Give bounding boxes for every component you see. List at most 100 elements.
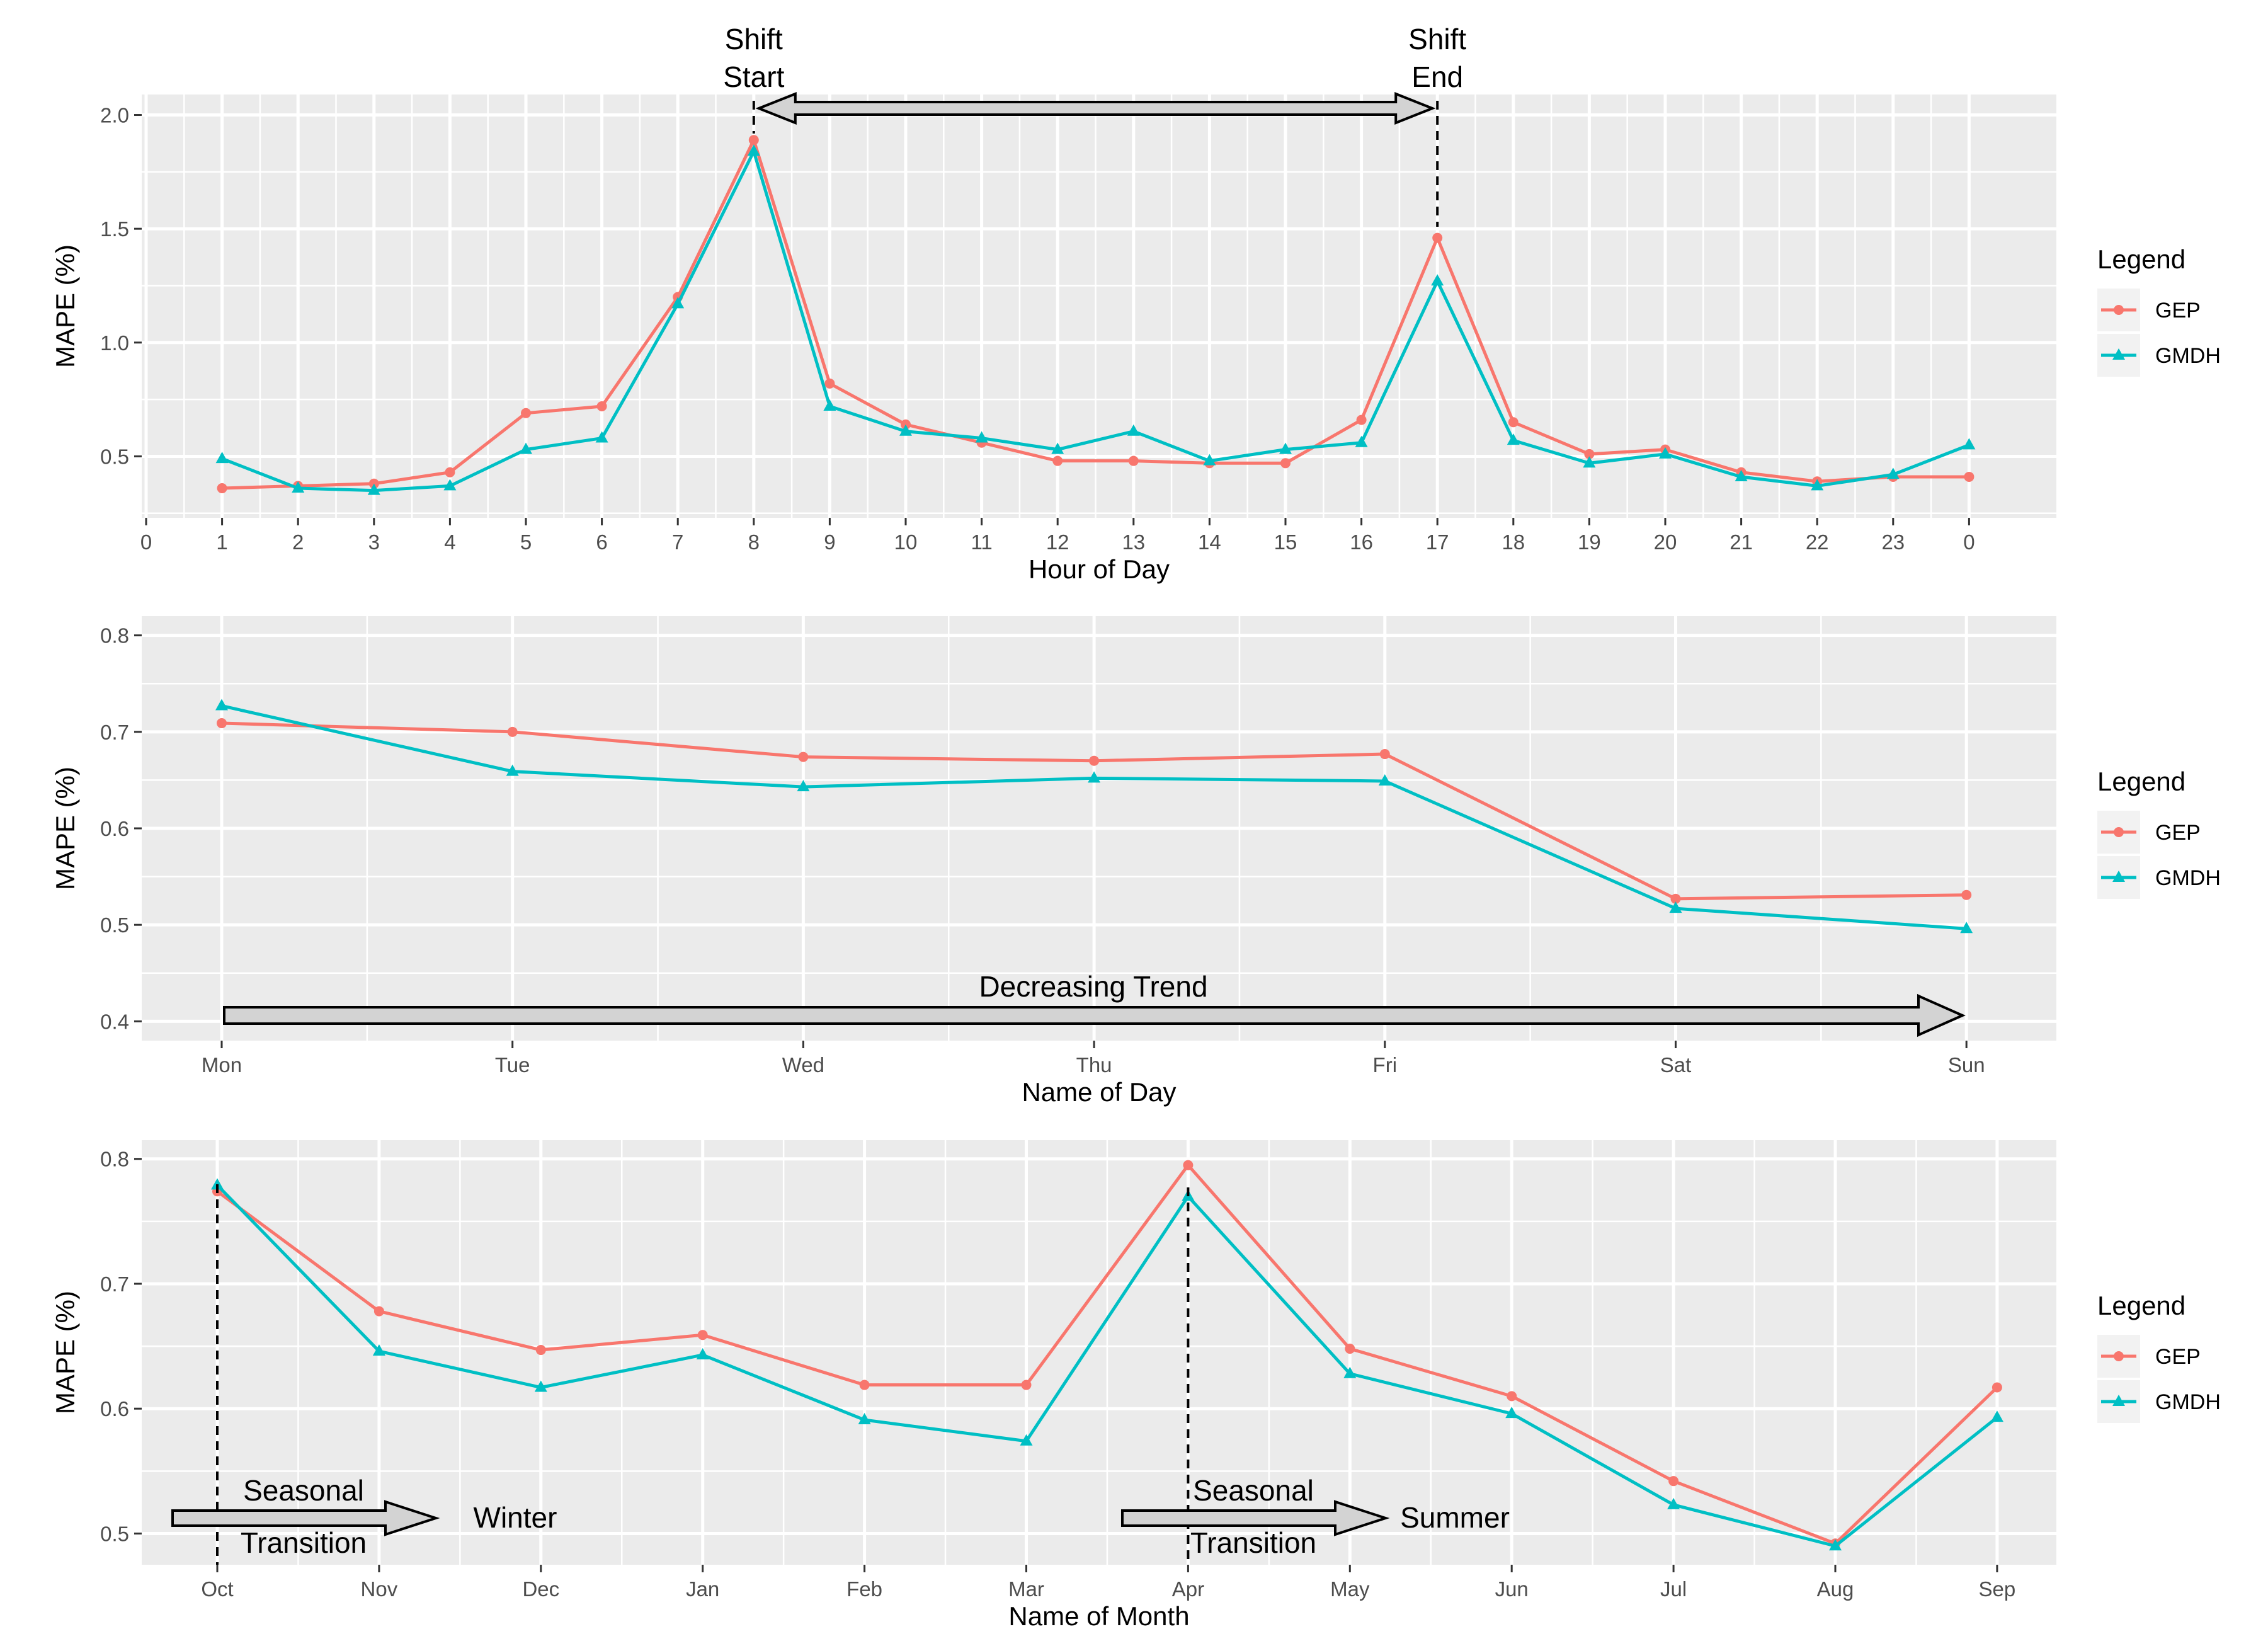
data-point [507, 726, 518, 737]
x-tick-label: 22 [1806, 530, 1829, 554]
x-tick-label: 2 [292, 530, 304, 554]
annotation-seasonal-2: Seasonal [1193, 1474, 1314, 1507]
x-tick-label: Sep [1979, 1577, 2016, 1601]
data-point [292, 481, 305, 493]
x-tick-label: Sun [1948, 1053, 1985, 1077]
data-point [506, 764, 519, 776]
series-gmdh [211, 1178, 2003, 1551]
series-gep [212, 1160, 2002, 1549]
chart-panel-3: 0.5 0.6 0.7 0.8 Oct Nov Dec Jan Feb Mar Apr May Jun J… [50, 1140, 2221, 1631]
x-tick-label: 9 [824, 530, 835, 554]
legend: Legend GEP GMDH [2097, 1291, 2221, 1423]
x-tick-label: Aug [1817, 1577, 1854, 1601]
annotation-transition-1: Transition [241, 1526, 367, 1559]
legend: Legend GEP GMDH [2097, 244, 2221, 377]
data-point [1990, 1410, 2003, 1422]
x-tick-label: 1 [216, 530, 227, 554]
data-point [797, 780, 810, 792]
data-point [697, 1330, 708, 1340]
x-tick-label: 15 [1274, 530, 1297, 554]
plot-panel [142, 94, 2056, 518]
data-point [367, 483, 380, 495]
data-point [1127, 424, 1140, 436]
x-tick-label: Tue [495, 1053, 530, 1077]
legend-label: GEP [2155, 299, 2201, 323]
data-point [521, 408, 531, 418]
x-tick-label: 18 [1502, 530, 1525, 554]
x-tick-label: Jan [686, 1577, 719, 1601]
y-tick-label: 0.5 [100, 913, 129, 937]
data-point [823, 399, 836, 411]
data-point [215, 452, 229, 464]
annotation-seasonal-1: Seasonal [243, 1474, 364, 1507]
data-point [596, 401, 607, 411]
data-point [535, 1345, 546, 1356]
x-tick-label: Jul [1660, 1577, 1687, 1601]
x-axis-title: Name of Month [1008, 1601, 1189, 1631]
x-tick-label: 13 [1122, 530, 1145, 554]
data-point [1356, 414, 1367, 425]
chart-panel-1: 0.51.01.52.00 1 2 3 4 5 6 7 8 9 10 11 12 13 14 15 16 17 18… [50, 94, 2221, 584]
x-tick-label: Fri [1373, 1053, 1397, 1077]
data-point [1052, 455, 1063, 466]
annotation-winter: Winter [474, 1501, 557, 1534]
data-point [899, 424, 912, 436]
data-point [1735, 469, 1748, 481]
y-tick-label: 0.8 [100, 624, 129, 648]
annotations: Shift Start Shift End Decreasing Trend Season… [171, 23, 1966, 1565]
data-point [534, 1380, 547, 1392]
y-tick-label: 0.6 [100, 817, 129, 840]
data-point [1584, 449, 1595, 459]
x-tick-label: 14 [1198, 530, 1221, 554]
data-point [211, 1178, 224, 1190]
data-point [824, 378, 835, 389]
y-tick-label: 0.8 [100, 1148, 129, 1171]
legend-title: Legend [2097, 1291, 2185, 1320]
data-point [1089, 755, 1100, 766]
chart-panel-2: 0.4 0.5 0.6 0.7 0.8 Mon Tue Wed Thu Fri Sat Sun Name… [50, 616, 2221, 1107]
x-tick-label: Jun [1495, 1577, 1529, 1601]
x-tick-label: Sat [1660, 1053, 1692, 1077]
legend-key-marker [2114, 1351, 2124, 1361]
data-point [1670, 893, 1681, 904]
data-point [372, 1344, 385, 1356]
x-tick-label: 17 [1426, 530, 1449, 554]
data-point [1961, 889, 1972, 900]
data-point [1431, 274, 1444, 286]
data-point [1505, 1407, 1519, 1419]
data-point [747, 144, 760, 156]
data-point [1378, 774, 1391, 786]
data-point [1992, 1382, 2002, 1393]
x-tick-label: 21 [1729, 530, 1753, 554]
data-point [1963, 438, 1976, 450]
legend-key-marker [2114, 305, 2124, 315]
legend-title: Legend [2097, 767, 2185, 796]
data-point [1432, 232, 1443, 243]
legend-label: GMDH [2155, 344, 2221, 368]
data-point [1508, 417, 1519, 428]
x-tick-label: Apr [1172, 1577, 1204, 1601]
data-point [1279, 442, 1292, 454]
y-tick-label: 1.0 [100, 331, 129, 355]
legend-key-marker [2112, 348, 2125, 360]
data-point [1343, 1366, 1357, 1378]
data-point [1886, 467, 1900, 479]
data-point [798, 752, 809, 762]
data-point [1669, 901, 1682, 913]
data-point [1379, 749, 1390, 760]
data-point [595, 431, 608, 443]
data-point [1345, 1344, 1355, 1354]
decreasing-trend-arrow [223, 993, 1966, 1037]
y-tick-label: 0.4 [100, 1010, 129, 1033]
data-point [1355, 435, 1368, 447]
legend-title: Legend [2097, 244, 2185, 274]
data-point [217, 718, 227, 729]
y-axis-title: MAPE (%) [50, 244, 80, 368]
data-point [858, 1413, 871, 1425]
data-point [217, 483, 227, 494]
series-gmdh [215, 144, 1976, 495]
y-tick-label: 0.6 [100, 1397, 129, 1420]
data-point [1183, 1160, 1194, 1170]
x-tick-label: 4 [444, 530, 455, 554]
